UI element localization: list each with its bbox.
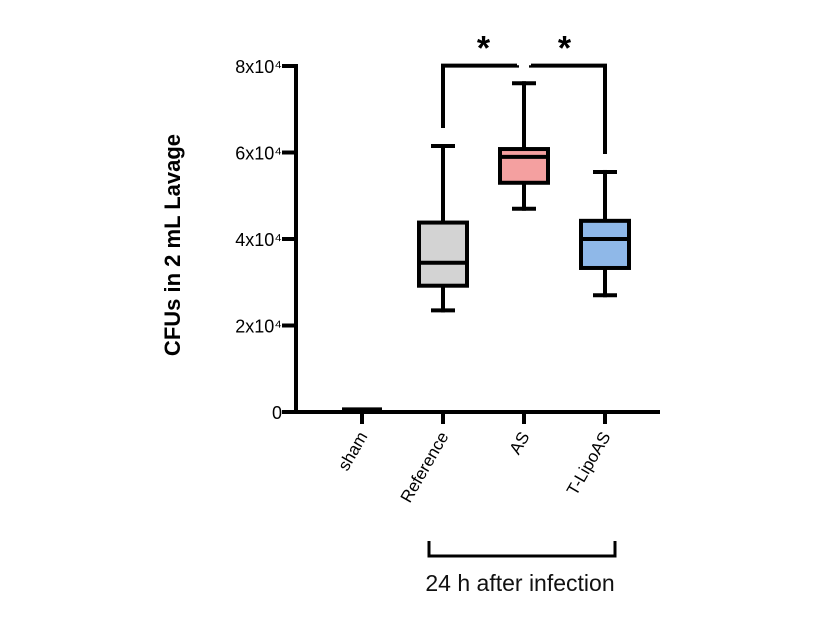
y-tick-label: 0	[272, 403, 282, 423]
significance-bracket	[441, 63, 519, 129]
y-tick-label: 8x10⁴	[235, 57, 282, 77]
x-tick-label: T-LipoAS	[563, 429, 614, 499]
group-bracket-label: 24 h after infection	[425, 570, 615, 596]
x-tick-label: AS	[506, 429, 534, 458]
y-tick-label: 6x10⁴	[235, 144, 282, 164]
box-AS	[498, 147, 550, 185]
group-bracket	[427, 541, 617, 558]
x-tick-label: Reference	[397, 429, 453, 506]
box-T-LipoAS	[579, 218, 631, 270]
y-tick-label: 4x10⁴	[235, 230, 282, 250]
x-tick-label: sham	[334, 429, 371, 475]
box-Reference	[417, 220, 469, 288]
y-tick-label: 2x10⁴	[235, 317, 282, 337]
y-axis-label: CFUs in 2 mL Lavage	[160, 133, 185, 357]
significance-bracket	[529, 63, 607, 154]
significance-star: *	[477, 30, 491, 68]
significance-star: *	[558, 30, 572, 68]
